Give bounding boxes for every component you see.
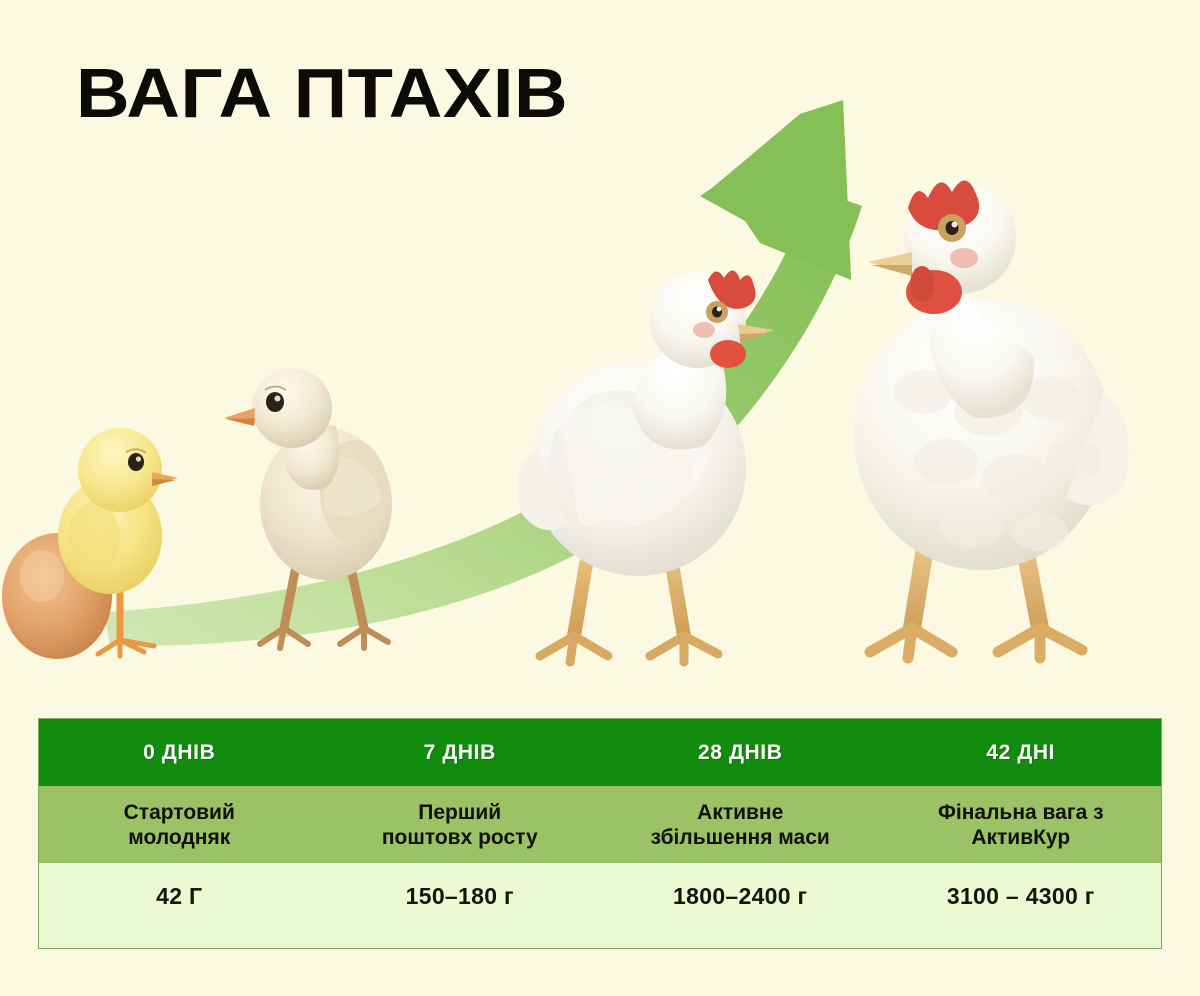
table-desc-day-42-line1: Фінальна вага з	[937, 800, 1104, 824]
bird-juvenile-pullet	[222, 352, 422, 674]
table-desc-day-7-line1: Перший	[418, 800, 502, 824]
table-desc-day-0-line2: молодняк	[128, 825, 231, 849]
table-desc-day-42: Фінальна вага з АктивКур	[881, 786, 1162, 863]
growth-weight-table: 0 ДНІВ 7 ДНІВ 28 ДНІВ 42 ДНІ Стартовий м…	[38, 718, 1162, 949]
bird-young-broiler	[512, 264, 797, 676]
table-header-day-7: 7 ДНІВ	[423, 740, 496, 764]
table-desc-day-42-line2: АктивКур	[971, 825, 1071, 849]
table-desc-day-0-line1: Стартовий	[123, 800, 235, 824]
table-value-row: 42 Г 150–180 г 1800–2400 г 3100 – 4300 г	[39, 863, 1161, 929]
table-desc-day-7-line2: поштовх росту	[381, 825, 538, 849]
table-value-day-28: 1800–2400 г	[673, 882, 808, 909]
table-description-row: Стартовий молодняк Перший поштовх росту …	[39, 786, 1161, 863]
table-value-day-7: 150–180 г	[405, 882, 514, 909]
table-value-day-42: 3100 – 4300 г	[946, 882, 1095, 909]
bird-chick-with-egg	[2, 418, 192, 673]
table-header-day-42: 42 ДНІ	[986, 740, 1056, 764]
page-title: ВАГА ПТАХІВ	[76, 54, 569, 132]
bird-adult-broiler	[812, 166, 1142, 678]
table-bottom-padding	[39, 929, 1161, 948]
table-header-day-28: 28 ДНІВ	[697, 740, 783, 764]
table-desc-day-28-line2: збільшення маси	[650, 825, 830, 849]
table-header-row: 0 ДНІВ 7 ДНІВ 28 ДНІВ 42 ДНІ	[39, 719, 1161, 786]
table-desc-day-28-line1: Активне	[697, 800, 784, 824]
table-desc-day-0: Стартовий молодняк	[39, 786, 320, 863]
table-value-day-0: 42 Г	[156, 882, 203, 909]
table-desc-day-7: Перший поштовх росту	[320, 786, 601, 863]
table-desc-day-28: Активне збільшення маси	[600, 786, 881, 863]
table-header-day-0: 0 ДНІВ	[143, 740, 216, 764]
